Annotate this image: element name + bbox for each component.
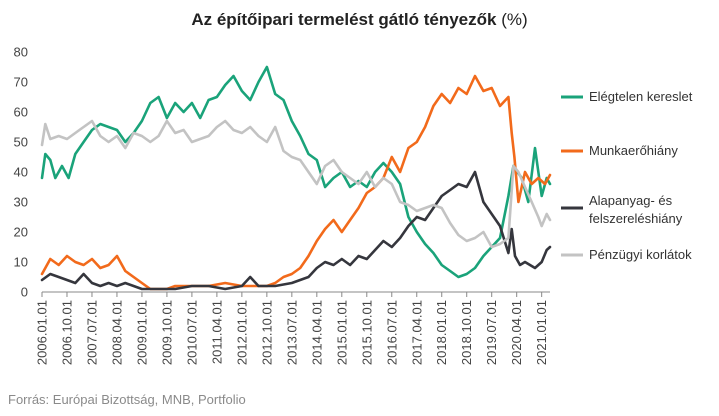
y-tick-label: 70 bbox=[14, 75, 28, 90]
chart-title: Az építőipari termelést gátló tényezők (… bbox=[0, 10, 719, 30]
source-note: Forrás: Európai Bizottság, MNB, Portfoli… bbox=[8, 392, 246, 407]
x-tick-label: 2015.10.01 bbox=[359, 300, 374, 365]
y-tick-label: 10 bbox=[14, 255, 28, 270]
series-line-0 bbox=[40, 65, 552, 279]
x-tick-label: 2012.10.01 bbox=[259, 300, 274, 365]
x-tick-label: 2013.07.01 bbox=[284, 300, 299, 365]
series-line-3 bbox=[40, 119, 552, 249]
x-tick-label: 2015.01.01 bbox=[334, 300, 349, 365]
x-tick-label: 2012.01.01 bbox=[234, 300, 249, 365]
x-tick-label: 2017.04.01 bbox=[409, 300, 424, 365]
x-tick-label: 2009.10.01 bbox=[159, 300, 174, 365]
chart-axes: 0 10 20 30 40 50 60 70 80 2006.01.01 2006.10.01 200… bbox=[14, 45, 550, 365]
x-tick-label: 2018.01.01 bbox=[434, 300, 449, 365]
legend-label-2: Alapanyag- és felszereléshiány bbox=[589, 193, 683, 226]
y-tick-label: 30 bbox=[14, 195, 28, 210]
x-tick-label: 2018.10.01 bbox=[459, 300, 474, 365]
legend-label-0: Elégtelen kereslet bbox=[589, 89, 693, 104]
y-tick-label: 40 bbox=[14, 165, 28, 180]
y-tick-label: 0 bbox=[21, 285, 28, 300]
x-tick-label: 2021.01.01 bbox=[534, 300, 549, 365]
legend-label-3: Pénzügyi korlátok bbox=[589, 247, 692, 262]
x-tick-label: 2014.04.01 bbox=[309, 300, 324, 365]
y-tick-label: 60 bbox=[14, 105, 28, 120]
x-tick-label: 2020.04.01 bbox=[509, 300, 524, 365]
y-tick-label: 20 bbox=[14, 225, 28, 240]
x-tick-label: 2006.01.01 bbox=[35, 300, 50, 365]
x-tick-label: 2008.04.01 bbox=[109, 300, 124, 365]
y-tick-label: 80 bbox=[14, 45, 28, 60]
x-tick-label: 2006.10.01 bbox=[59, 300, 74, 365]
x-tick-label: 2007.07.01 bbox=[84, 300, 99, 365]
x-tick-label: 2016.07.01 bbox=[384, 300, 399, 365]
x-tick-label: 2010.07.01 bbox=[184, 300, 199, 365]
x-tick-label: 2019.07.01 bbox=[484, 300, 499, 365]
chart-series-lines bbox=[40, 65, 552, 291]
chart-title-text: Az építőipari termelést gátló tényezők bbox=[191, 10, 497, 29]
series-line-1 bbox=[40, 74, 552, 291]
y-tick-label: 50 bbox=[14, 135, 28, 150]
x-tick-label: 2009.01.01 bbox=[134, 300, 149, 365]
series-line-2 bbox=[40, 170, 552, 291]
legend-label-1: Munkaerőhiány bbox=[589, 143, 678, 158]
chart-title-unit: (%) bbox=[501, 10, 528, 29]
x-tick-label: 2011.04.01 bbox=[209, 300, 224, 364]
chart-legend: Elégtelen kereslet Munkaerőhiány Alapanyag… bbox=[561, 89, 693, 262]
